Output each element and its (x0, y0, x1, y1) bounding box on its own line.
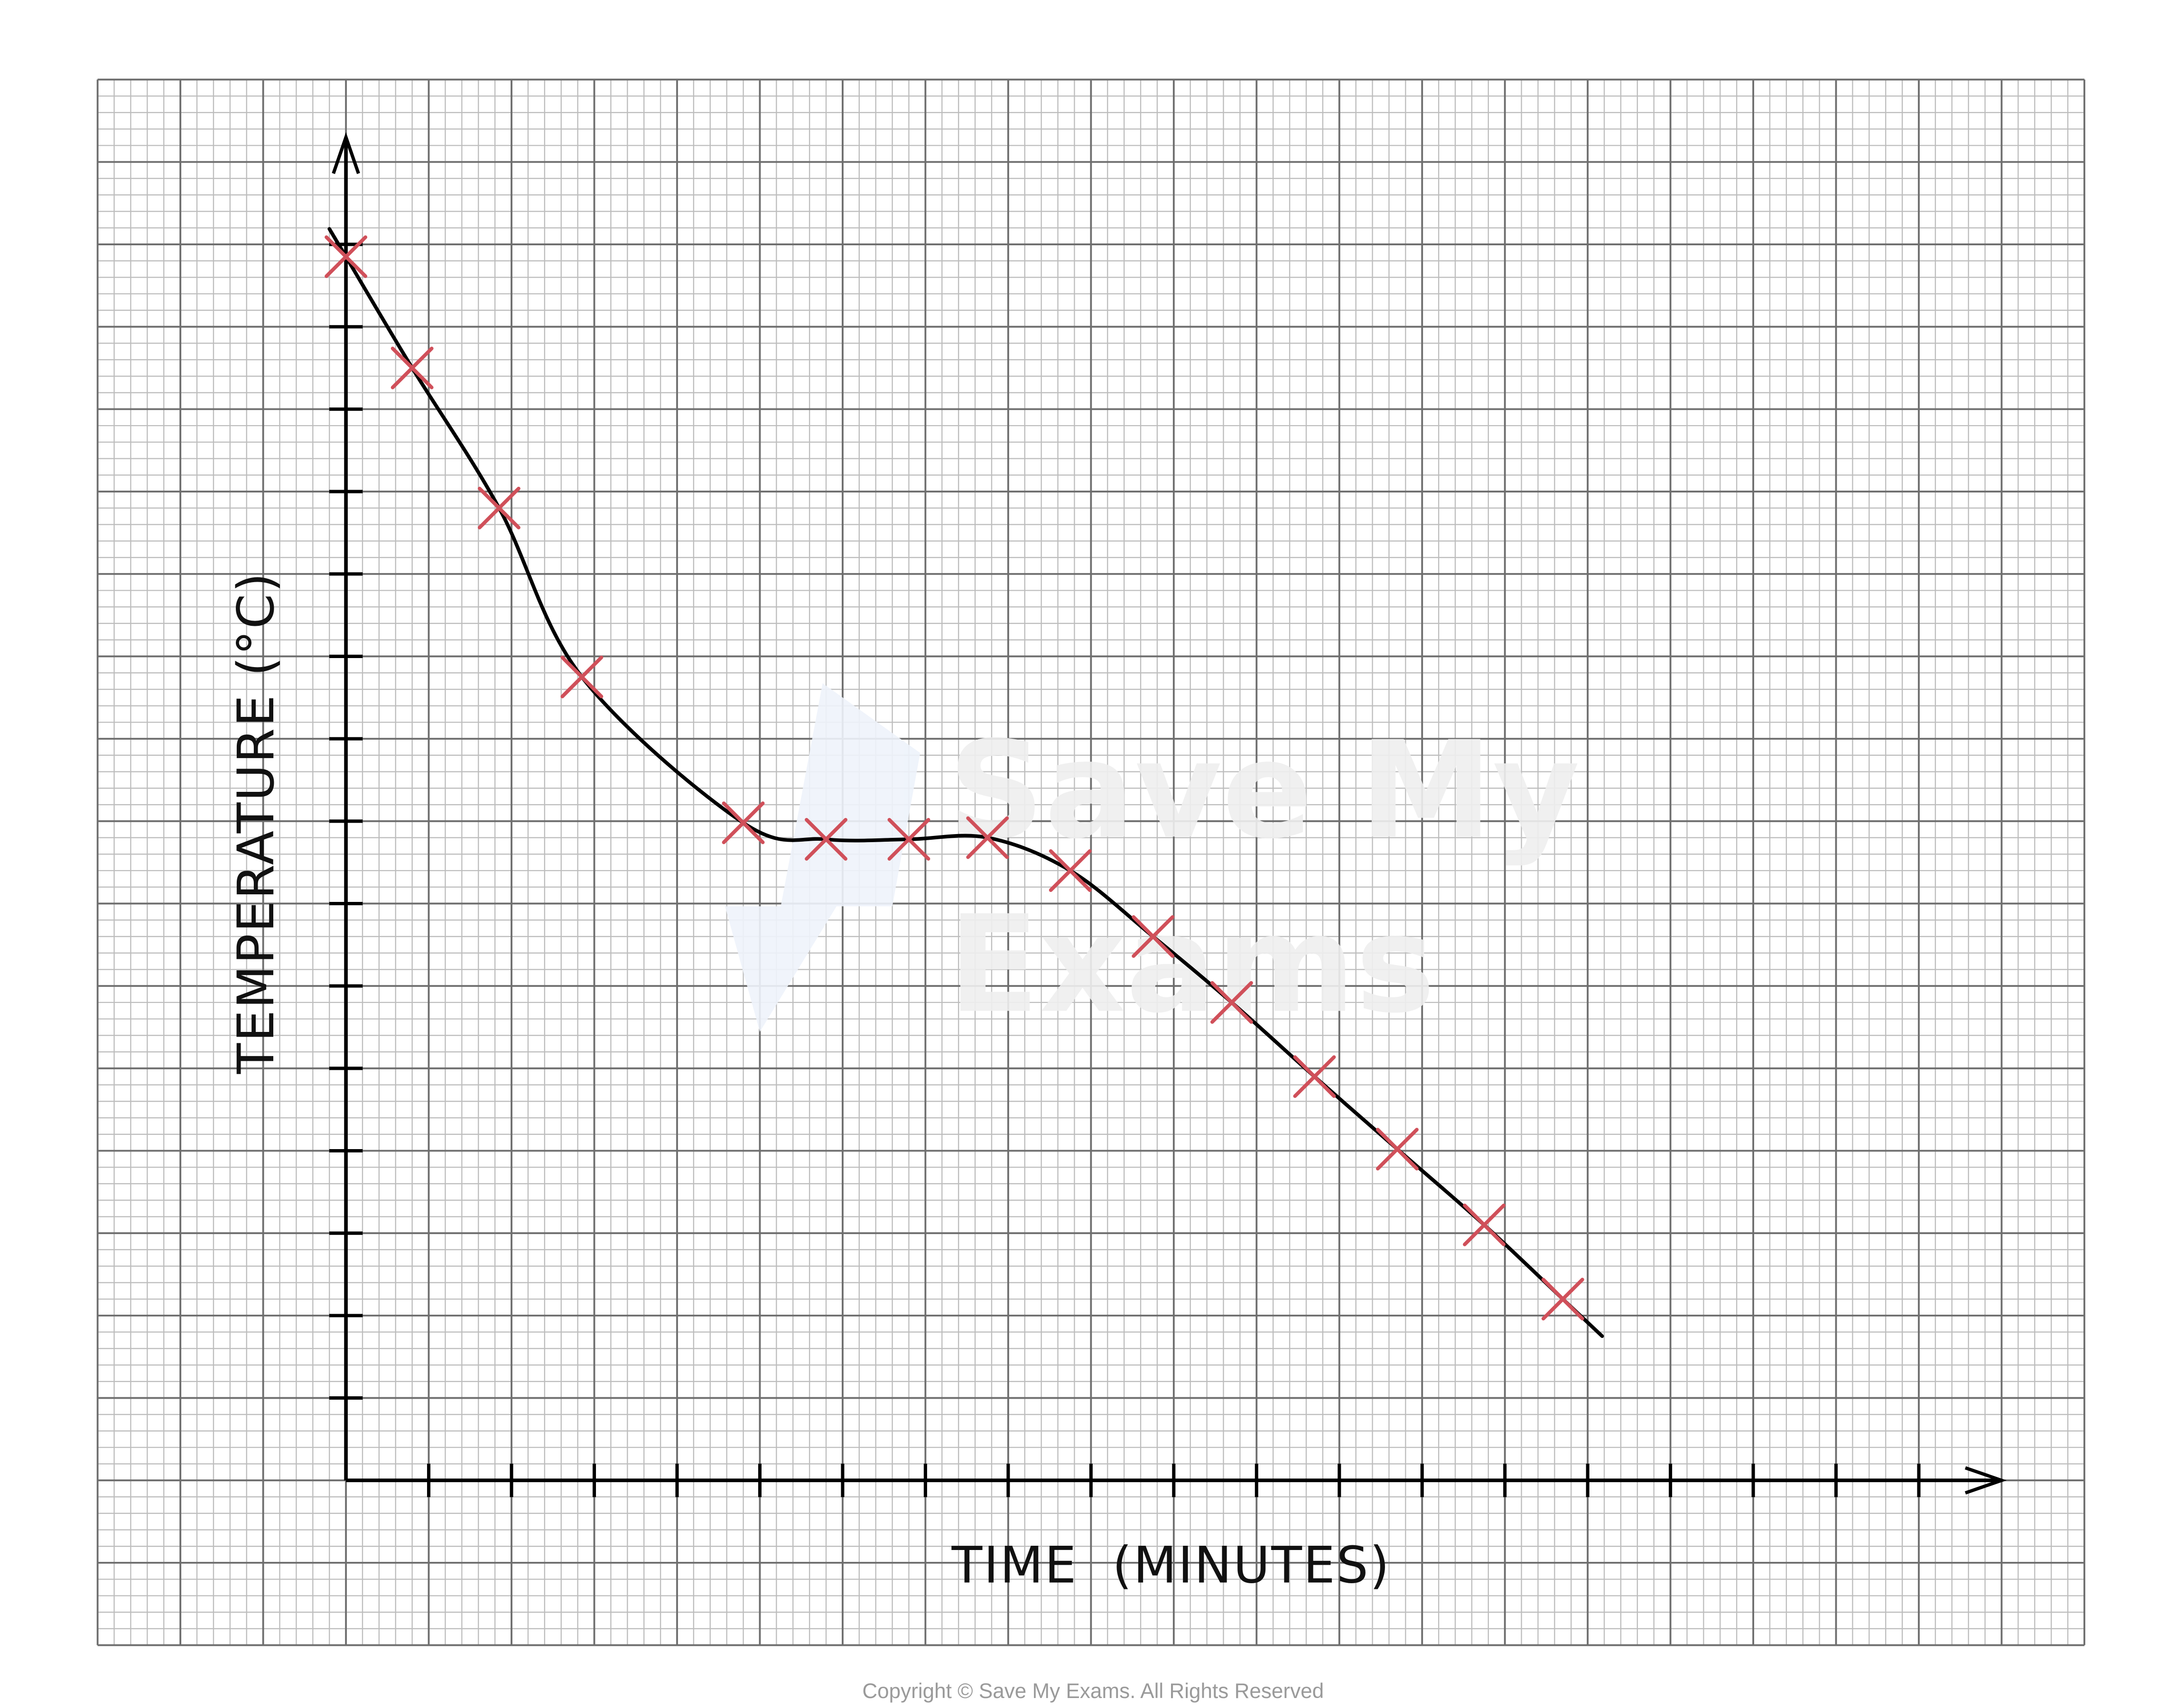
data-point-cross (560, 655, 604, 698)
data-point-cross (477, 486, 521, 529)
data-point-cross (1376, 1128, 1419, 1170)
axes (329, 132, 2007, 1497)
copyright-footer: Copyright © Save My Exams. All Rights Re… (862, 1680, 1324, 1703)
data-point-cross (722, 801, 765, 845)
x-axis-arrow-icon (1964, 1466, 2007, 1494)
data-point-cross (1293, 1055, 1336, 1098)
data-point-cross (966, 816, 1009, 859)
watermark: Save My Exams (725, 683, 1580, 1043)
graph-paper-grid (96, 78, 2085, 1646)
data-point-cross (805, 818, 847, 861)
data-point-cross (390, 346, 434, 390)
data-point-cross (1210, 981, 1253, 1024)
watermark-line2: Exams (948, 887, 1435, 1043)
data-point-cross (1049, 849, 1092, 892)
watermark-logo-icon (725, 683, 920, 1032)
data-point-cross (1132, 915, 1175, 958)
data-point-cross (325, 235, 368, 278)
data-points (325, 235, 1584, 1321)
y-axis-arrow-icon (332, 132, 360, 174)
data-point-cross (1463, 1203, 1506, 1246)
data-point-cross (887, 818, 930, 861)
y-axis-label: TEMPERATURE (°C) (227, 571, 285, 1074)
data-point-cross (1541, 1278, 1584, 1321)
watermark-line1: Save My (948, 712, 1580, 868)
x-axis-label: TIME (MINUTES) (951, 1536, 1391, 1594)
